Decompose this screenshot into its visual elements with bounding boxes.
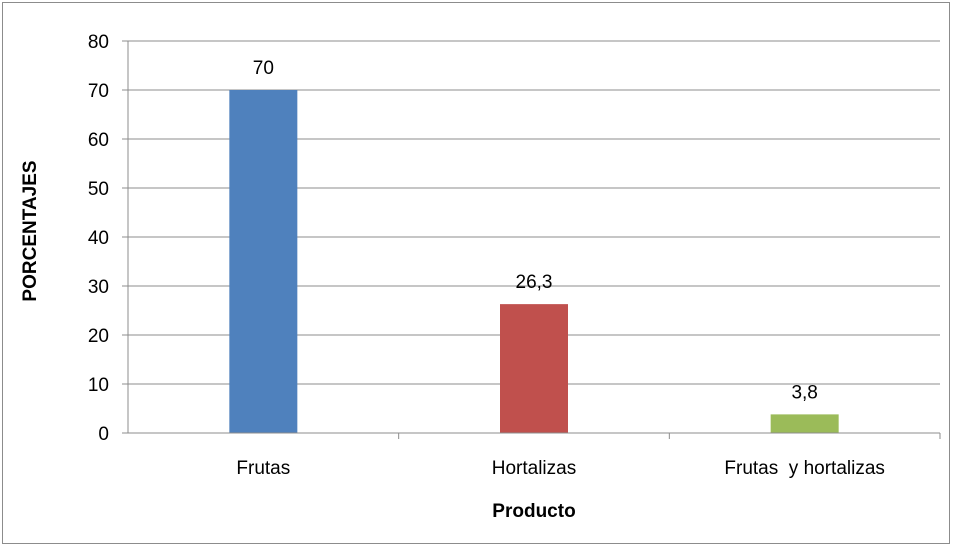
- y-axis-title: PORCENTAJES: [20, 160, 41, 301]
- x-axis-title: Producto: [492, 501, 575, 522]
- y-tick-label: 10: [88, 375, 109, 396]
- chart-frame: [2, 2, 950, 544]
- data-label: 3,8: [791, 382, 817, 403]
- y-tick-label: 80: [88, 32, 109, 53]
- x-axis-ticks: Frutas Hortalizas Frutas y hortalizas: [236, 458, 885, 479]
- x-tick-label: Frutas y hortalizas: [724, 458, 885, 479]
- y-tick-label: 40: [88, 228, 109, 249]
- bar: [500, 304, 568, 433]
- data-label: 26,3: [516, 272, 553, 293]
- y-tick-label: 60: [88, 130, 109, 151]
- data-labels: 70 26,3 3,8: [253, 58, 818, 403]
- y-tick-label: 20: [88, 326, 109, 347]
- y-tick-label: 50: [88, 179, 109, 200]
- x-tick-label: Hortalizas: [492, 458, 576, 479]
- y-axis-ticks: 0 10 20 30 40 50 60 70 80: [88, 32, 109, 445]
- y-tick-label: 70: [88, 81, 109, 102]
- bars: [229, 90, 839, 433]
- data-label: 70: [253, 58, 274, 79]
- y-tick-label: 30: [88, 277, 109, 298]
- bar: [229, 90, 298, 433]
- y-tick-label: 0: [98, 424, 109, 445]
- x-tick-label: Frutas: [236, 458, 290, 479]
- bar: [770, 414, 839, 433]
